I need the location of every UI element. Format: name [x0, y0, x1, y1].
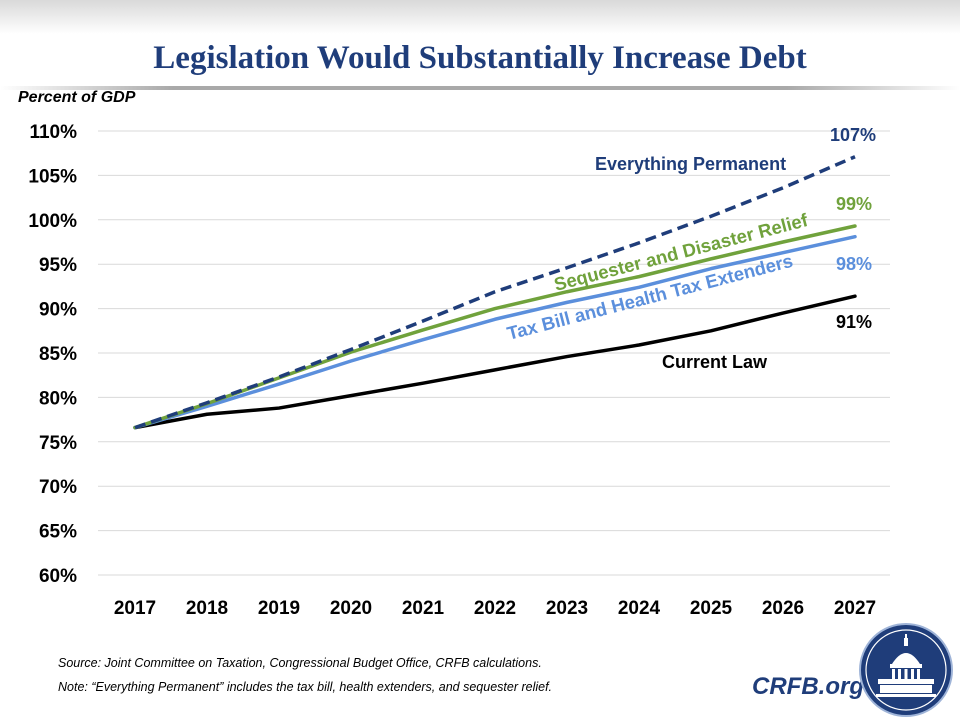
- footnote: Note: “Everything Permanent” includes th…: [58, 680, 553, 694]
- y-tick-label: 105%: [28, 166, 77, 187]
- page-title: Legislation Would Substantially Increase…: [153, 40, 807, 76]
- end-label-everything-permanent: 107%: [830, 125, 876, 145]
- series-line-tax_bill: [133, 234, 857, 430]
- x-tick-label: 2023: [546, 598, 588, 619]
- y-tick-label: 70%: [39, 477, 77, 498]
- x-tick-label: 2027: [834, 598, 876, 619]
- series-line-everything_permanent: [134, 155, 856, 430]
- title-divider: [0, 86, 960, 90]
- y-tick-label: 85%: [39, 344, 77, 365]
- y-tick-label: 80%: [39, 388, 77, 409]
- series-line-current_law: [133, 294, 857, 430]
- end-label-tax-bill: 98%: [836, 254, 872, 274]
- y-tick-label: 60%: [39, 566, 77, 587]
- series-lines: [133, 155, 857, 430]
- x-tick-label: 2019: [258, 598, 300, 619]
- x-tick-label: 2024: [618, 598, 661, 619]
- series-label-current-law: Current Law: [662, 352, 768, 372]
- crfb-capitol-logo-icon: [859, 623, 953, 717]
- y-tick-label: 110%: [29, 122, 77, 143]
- y-tick-label: 65%: [39, 522, 77, 543]
- y-tick-label: 95%: [39, 255, 77, 276]
- y-tick-label: 100%: [28, 211, 77, 232]
- x-tick-label: 2020: [330, 598, 372, 619]
- y-tick-label: 90%: [39, 300, 77, 321]
- end-label-sequester: 99%: [836, 194, 872, 214]
- series-label-everything-permanent: Everything Permanent: [595, 154, 786, 174]
- x-tick-label: 2018: [186, 598, 228, 619]
- x-tick-label: 2025: [690, 598, 733, 619]
- brand-link[interactable]: CRFB.org: [752, 673, 864, 700]
- y-axis-label: Percent of GDP: [18, 89, 136, 106]
- x-tick-label: 2026: [762, 598, 804, 619]
- x-tick-label: 2022: [474, 598, 516, 619]
- gridlines: [98, 130, 890, 576]
- source-note: Source: Joint Committee on Taxation, Con…: [58, 656, 542, 670]
- x-tick-label: 2017: [114, 598, 156, 619]
- y-tick-label: 75%: [39, 433, 77, 454]
- end-label-current-law: 91%: [836, 312, 872, 332]
- y-tick-labels: 60% 65% 70% 75% 80% 85% 90% 95% 100% 105% 110%: [28, 122, 77, 587]
- x-tick-labels: 2017 2018 2019 2020 2021 2022 2023 2024 2025 2026…: [114, 598, 876, 619]
- top-fade: [0, 0, 960, 34]
- x-tick-label: 2021: [402, 598, 445, 619]
